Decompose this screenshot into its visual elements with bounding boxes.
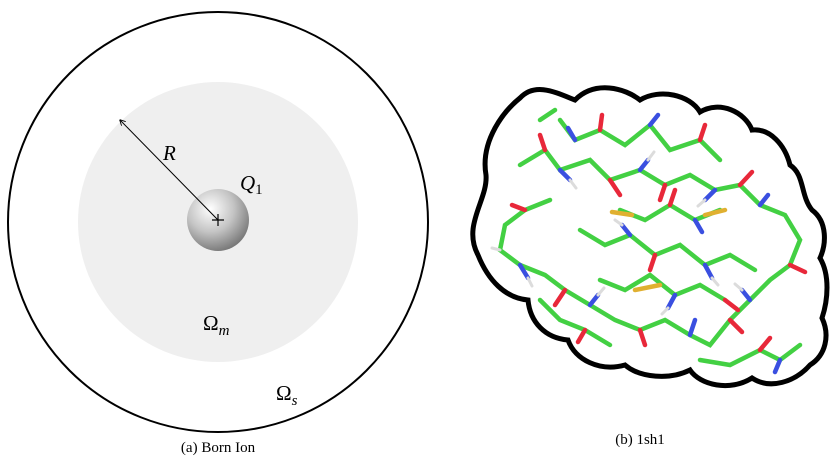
inner-region-base: Ω [203, 311, 219, 335]
outer-region-base: Ω [276, 381, 292, 405]
protein-panel: (b) 1sh1 [473, 88, 827, 448]
caption-b: (b) 1sh1 [615, 432, 665, 448]
radius-label: R [162, 141, 176, 165]
charge-sub: 1 [255, 182, 263, 198]
figure: R Q1 Ωm Ωs (a) Born Ion (b) 1sh1 [0, 0, 831, 457]
born-ion-panel: R Q1 Ωm Ωs (a) Born Ion [8, 12, 428, 456]
caption-a: (a) Born Ion [181, 440, 256, 456]
charge-base: Q [240, 171, 255, 195]
molecular-surface [473, 88, 827, 386]
inner-region-sub: m [219, 323, 230, 339]
outer-region-sub: s [292, 393, 298, 409]
